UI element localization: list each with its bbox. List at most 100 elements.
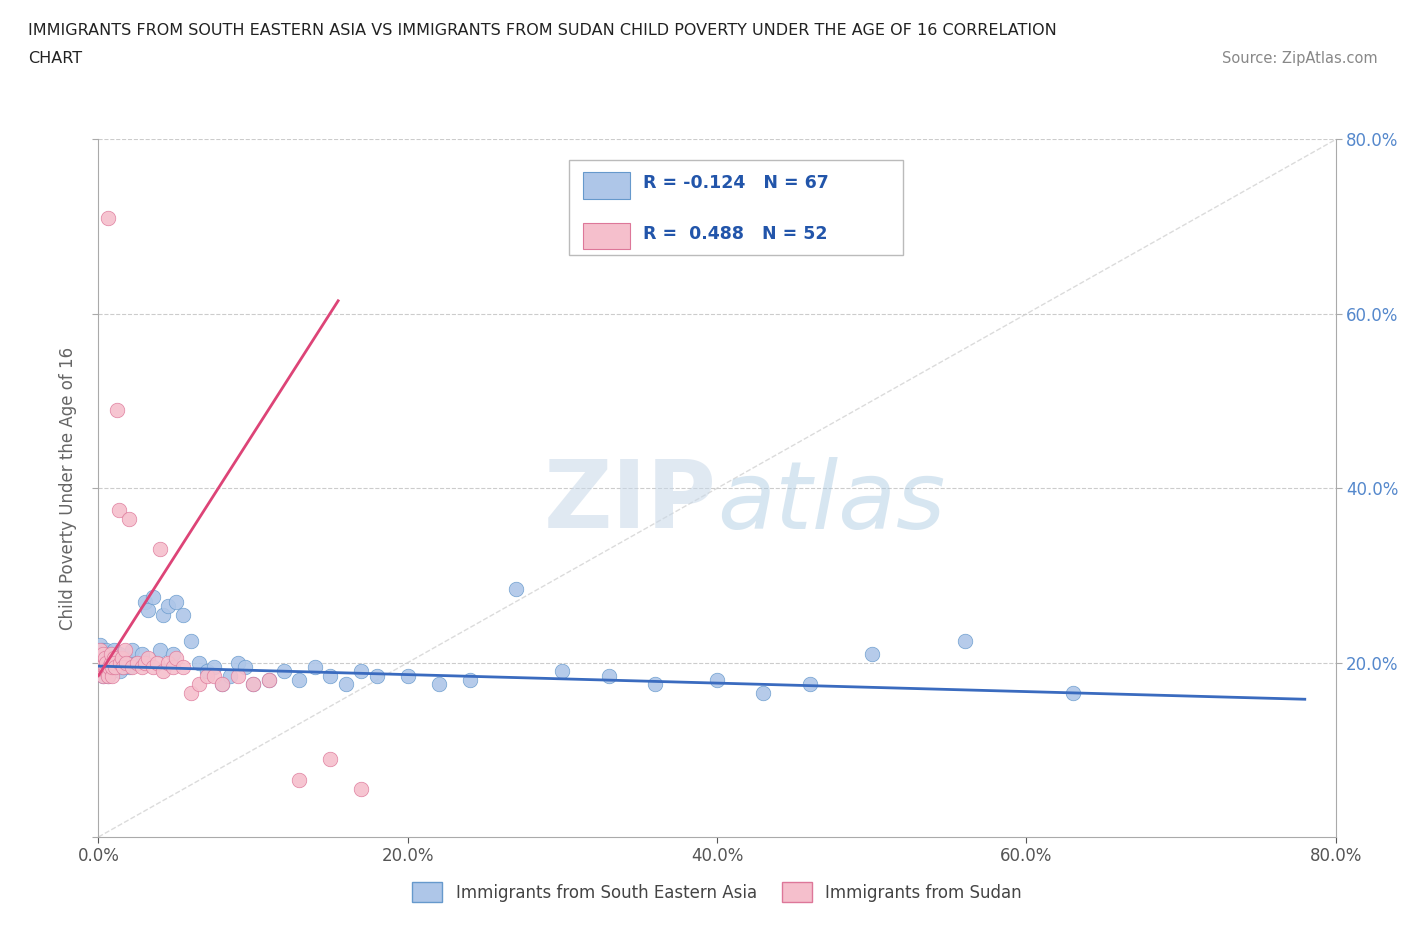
Point (195, 664, 218, 679)
Text: CHART: CHART (28, 51, 82, 66)
Point (173, 659, 195, 674)
Point (118, 512, 141, 526)
Point (304, 659, 326, 674)
Point (235, 659, 257, 674)
Point (396, 669, 419, 684)
Point (103, 642, 125, 657)
Point (93, 646, 115, 661)
Point (188, 656, 211, 671)
Point (165, 594, 187, 609)
Point (91, 669, 114, 684)
Point (105, 651, 128, 666)
Point (162, 659, 184, 674)
Point (458, 672, 481, 687)
Point (112, 659, 135, 674)
Point (91, 669, 114, 684)
Point (89, 642, 111, 657)
Point (644, 677, 666, 692)
Point (93, 659, 115, 674)
Point (121, 642, 143, 657)
Text: Source: ZipAtlas.com: Source: ZipAtlas.com (1222, 51, 1378, 66)
Point (101, 669, 124, 684)
Point (90, 656, 112, 671)
Point (319, 751, 342, 766)
Text: ZIP: ZIP (544, 457, 717, 548)
Point (149, 542, 172, 557)
FancyBboxPatch shape (583, 222, 630, 249)
Point (93, 651, 115, 666)
Point (103, 656, 125, 671)
Point (219, 669, 242, 684)
Point (860, 646, 883, 661)
Text: R = -0.124   N = 67: R = -0.124 N = 67 (643, 175, 828, 193)
Point (173, 607, 195, 622)
Point (90, 656, 112, 671)
Point (211, 677, 233, 692)
Point (97, 210, 120, 225)
Point (211, 677, 233, 692)
Point (127, 656, 149, 671)
FancyBboxPatch shape (568, 161, 903, 255)
Point (131, 646, 153, 661)
Point (90, 659, 112, 674)
Point (131, 659, 153, 674)
Point (136, 603, 159, 618)
Point (157, 599, 180, 614)
Point (953, 633, 976, 648)
Point (118, 659, 141, 674)
Point (101, 659, 124, 674)
Point (134, 656, 156, 671)
Point (100, 656, 122, 671)
Point (112, 659, 135, 674)
Point (706, 672, 728, 687)
Point (257, 672, 280, 687)
Point (108, 664, 131, 679)
Point (350, 664, 373, 679)
Point (98, 646, 121, 661)
Point (226, 669, 249, 684)
Point (96, 656, 118, 671)
Point (108, 656, 131, 671)
Point (273, 664, 295, 679)
Point (101, 664, 124, 679)
Point (100, 646, 122, 661)
Point (89, 659, 111, 674)
Point (104, 659, 127, 674)
Point (598, 669, 620, 684)
Point (115, 651, 138, 666)
Text: IMMIGRANTS FROM SOUTH EASTERN ASIA VS IMMIGRANTS FROM SUDAN CHILD POVERTY UNDER : IMMIGRANTS FROM SOUTH EASTERN ASIA VS IM… (28, 23, 1057, 38)
Point (93, 664, 115, 679)
Point (335, 677, 357, 692)
Point (204, 669, 226, 684)
Point (100, 651, 122, 666)
Point (121, 659, 143, 674)
Legend: Immigrants from South Eastern Asia, Immigrants from Sudan: Immigrants from South Eastern Asia, Immi… (406, 875, 1028, 909)
Point (152, 664, 174, 679)
Point (103, 656, 125, 671)
Point (98, 659, 121, 674)
Point (107, 502, 129, 517)
Point (157, 656, 180, 671)
Point (366, 669, 388, 684)
Point (96, 664, 118, 679)
Point (127, 656, 149, 671)
Point (89, 638, 111, 653)
Point (134, 594, 156, 609)
Point (91, 651, 114, 666)
Point (97, 669, 120, 684)
Point (551, 664, 574, 679)
Point (427, 677, 450, 692)
Point (105, 403, 128, 418)
Point (165, 651, 187, 666)
Point (152, 607, 174, 622)
Point (226, 656, 249, 671)
Point (103, 651, 125, 666)
Text: atlas: atlas (717, 457, 945, 548)
Point (204, 659, 226, 674)
Point (107, 646, 129, 661)
Point (180, 685, 202, 700)
Point (242, 677, 264, 692)
Point (1062, 685, 1084, 700)
Point (288, 773, 311, 788)
Point (257, 672, 280, 687)
